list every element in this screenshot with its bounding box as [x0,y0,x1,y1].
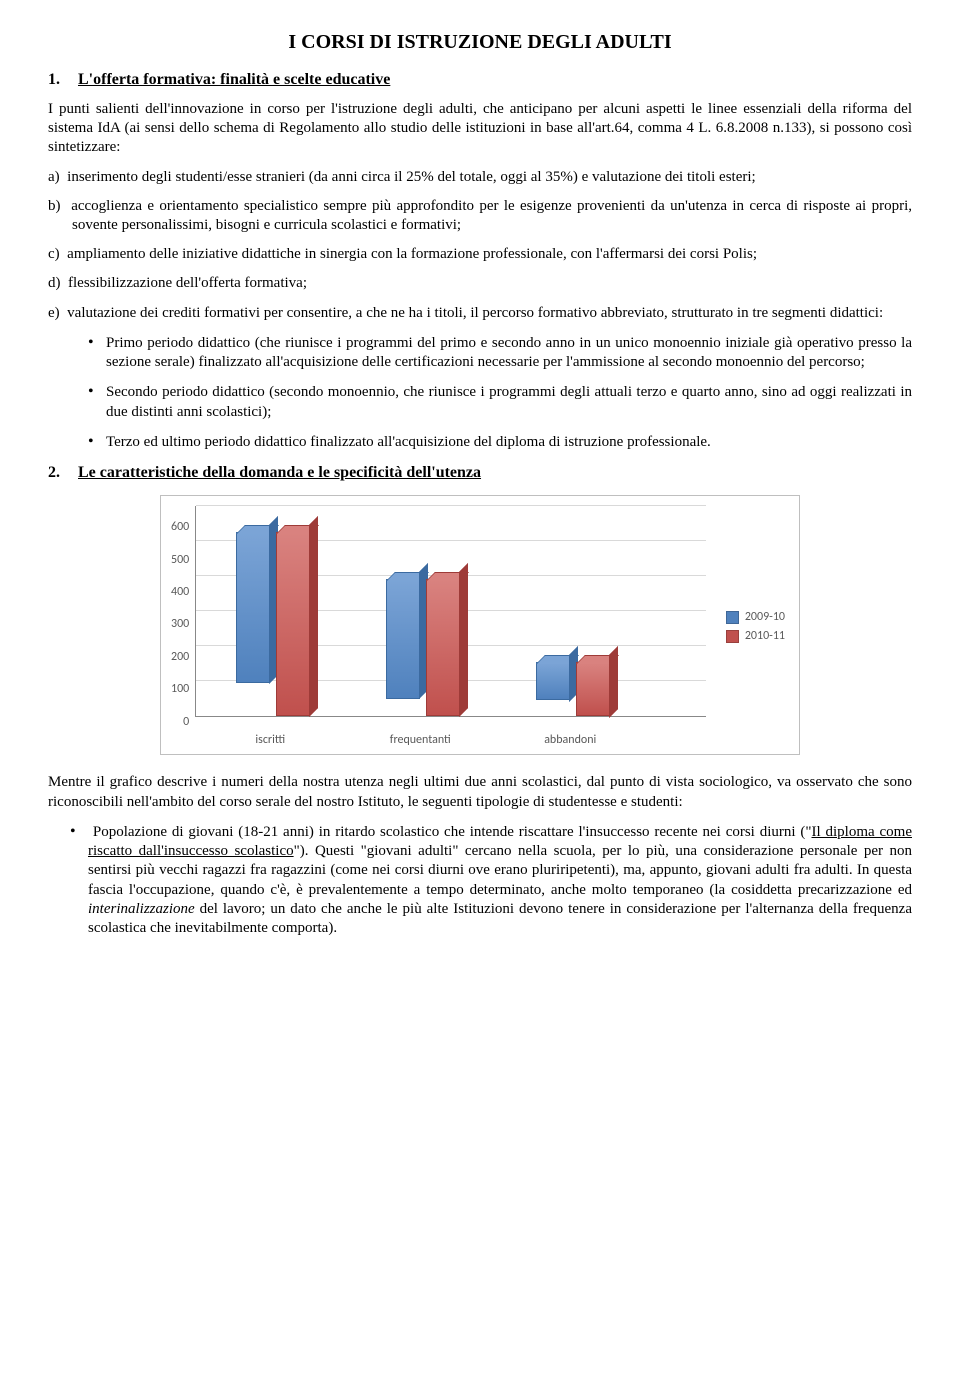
bullet1-post-b: del lavoro; un dato che anche le più alt… [88,901,912,936]
chart-ytick: 100 [171,682,189,697]
section2-heading-text: Le caratteristiche della domanda e le sp… [78,464,481,481]
chart-legend-item: 2009-10 [726,610,785,625]
chart-gridline [196,505,706,506]
list-item-e-text: valutazione dei crediti formativi per co… [67,305,883,321]
sublist-item-1-text: Primo periodo didattico (che riunisce i … [106,335,912,370]
chart-xtick: abbandoni [535,733,605,748]
chart-yaxis: 600 500 400 300 200 100 0 [171,520,195,730]
list-item-d: d) flessibilizzazione dell'offerta forma… [48,274,912,293]
section1-heading-text: L'offerta formativa: finalità e scelte e… [78,71,390,88]
chart-xtick: iscritti [235,733,305,748]
section1-sublist: Primo periodo didattico (che riunisce i … [48,333,912,453]
list-item-e: e) valutazione dei crediti formativi per… [48,304,912,323]
sublist-item-3: Terzo ed ultimo periodo didattico finali… [48,432,912,452]
chart-plot-area [195,506,706,717]
chart-legend-swatch [726,611,739,624]
list-item-c: c) ampliamento delle iniziative didattic… [48,245,912,264]
section2-num: 2. [48,463,74,483]
chart-bar-group [536,662,610,717]
list-item-c-text: ampliamento delle iniziative didattiche … [67,246,757,262]
chart-bar [576,662,610,717]
section2-bullet-1: Popolazione di giovani (18-21 anni) in r… [48,822,912,938]
section1-intro: I punti salienti dell'innovazione in cor… [48,100,912,158]
section2-para1: Mentre il grafico descrive i numeri dell… [48,773,912,811]
sublist-item-2: Secondo periodo didattico (secondo monoe… [48,382,912,422]
chart-inner: 600 500 400 300 200 100 0 iscritti frequentanti… [160,495,800,755]
list-item-a-text: inserimento degli studenti/esse stranier… [67,169,756,185]
chart-xaxis: iscritti frequentanti abbandoni [195,733,706,748]
list-item-b: b) accoglienza e orientamento specialist… [48,197,912,235]
chart-bar [386,579,420,698]
chart-container: 600 500 400 300 200 100 0 iscritti frequentanti… [160,495,800,755]
chart-bar-group [236,532,310,716]
sublist-item-1: Primo periodo didattico (che riunisce i … [48,333,912,373]
bullet1-pre: Popolazione di giovani (18-21 anni) in r… [93,824,812,840]
chart-bar [236,532,270,683]
page-title: I CORSI DI ISTRUZIONE DEGLI ADULTI [48,30,912,56]
section1-heading: 1. L'offerta formativa: finalità e scelt… [48,70,912,90]
section2-bullets: Popolazione di giovani (18-21 anni) in r… [48,822,912,938]
list-item-b-text: accoglienza e orientamento specialistico… [71,198,912,233]
chart-bar [536,662,570,701]
section1-list: a) inserimento degli studenti/esse stran… [48,168,912,323]
chart-bar [426,579,460,716]
sublist-item-3-text: Terzo ed ultimo periodo didattico finali… [106,434,711,450]
chart-legend-swatch [726,630,739,643]
chart-legend-item: 2010-11 [726,629,785,644]
chart-legend: 2009-10 2010-11 [726,606,785,649]
section2-heading: 2. Le caratteristiche della domanda e le… [48,463,912,483]
chart-ytick: 600 [171,520,189,535]
chart-bar [276,532,310,716]
section1-num: 1. [48,70,74,90]
bullet1-italic: interinalizzazione [88,901,195,917]
chart-ytick: 300 [171,617,189,632]
chart-ytick: 0 [171,715,189,730]
list-item-a: a) inserimento degli studenti/esse stran… [48,168,912,187]
chart-ytick: 400 [171,585,189,600]
sublist-item-2-text: Secondo periodo didattico (secondo monoe… [106,384,912,419]
chart-bar-group [386,579,460,716]
chart-legend-label: 2009-10 [745,610,785,625]
chart-xtick: frequentanti [385,733,455,748]
list-item-d-text: flessibilizzazione dell'offerta formativ… [68,275,307,291]
chart-legend-label: 2010-11 [745,629,785,644]
chart-ytick: 200 [171,650,189,665]
chart-ytick: 500 [171,553,189,568]
